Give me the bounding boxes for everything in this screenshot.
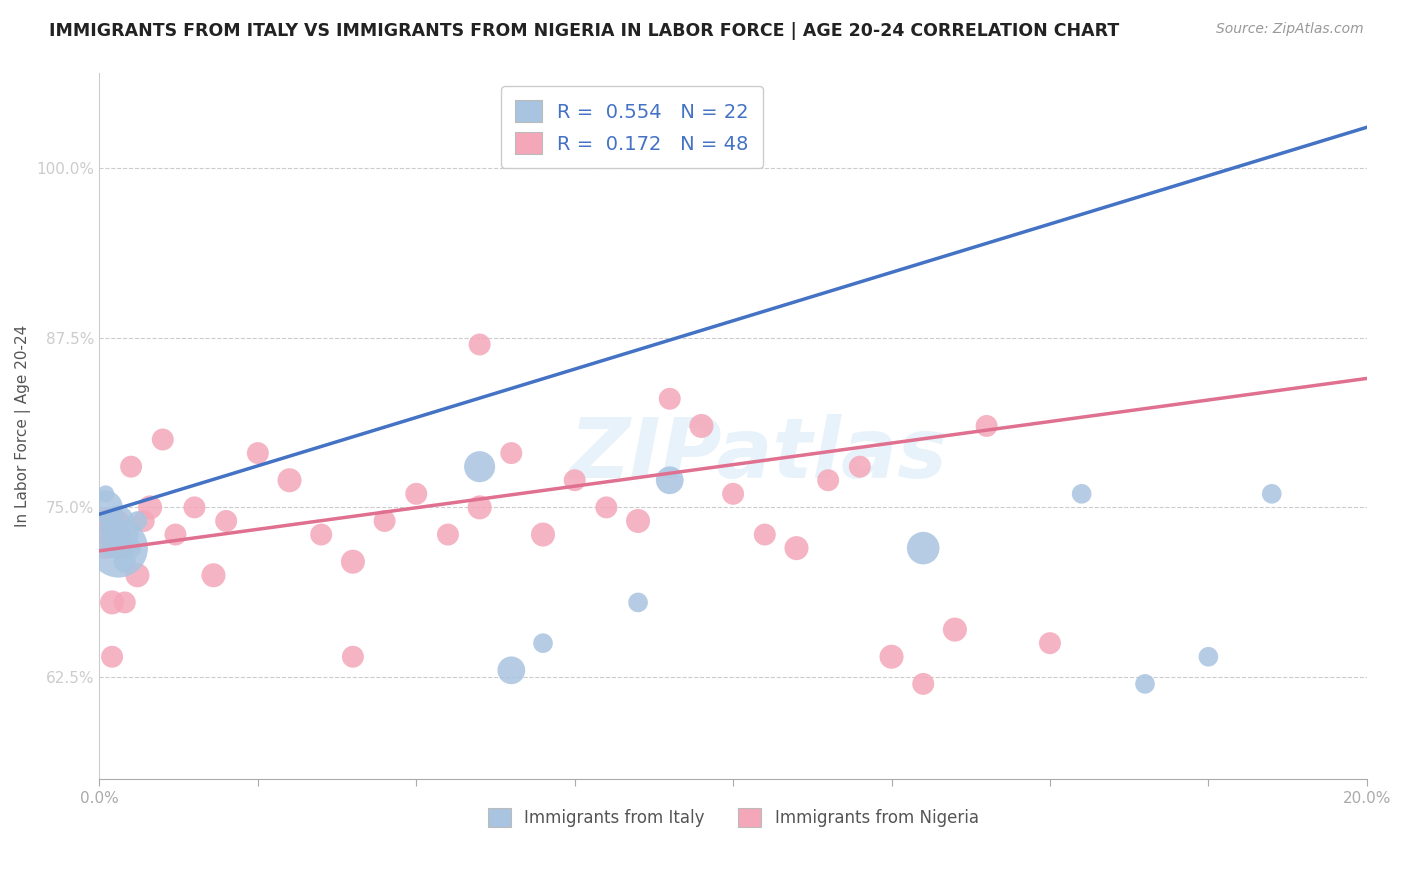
Point [627,595,650,609]
Point [101,541,124,555]
Point [120,541,142,555]
Point [721,487,744,501]
Point [564,473,586,487]
Point [374,514,396,528]
Point [690,419,713,434]
Point [183,500,205,515]
Point [215,514,238,528]
Y-axis label: In Labor Force | Age 20-24: In Labor Force | Age 20-24 [15,325,31,527]
Point [1133,677,1156,691]
Point [165,527,187,541]
Point [468,337,491,351]
Point [531,636,554,650]
Point [658,392,681,406]
Point [405,487,427,501]
Legend: Immigrants from Italy, Immigrants from Nigeria: Immigrants from Italy, Immigrants from N… [481,802,986,834]
Point [120,459,142,474]
Point [912,541,935,555]
Point [114,595,136,609]
Point [1039,636,1062,650]
Point [880,649,903,664]
Point [501,663,523,677]
Point [114,541,136,555]
Point [107,527,129,541]
Point [658,473,681,487]
Point [627,514,650,528]
Point [976,419,998,434]
Point [1070,487,1092,501]
Point [107,527,129,541]
Point [107,541,129,555]
Point [309,527,332,541]
Point [278,473,301,487]
Point [849,459,872,474]
Point [94,541,117,555]
Point [94,500,117,515]
Point [107,541,129,555]
Text: ZIPatlas: ZIPatlas [569,414,948,495]
Point [468,459,491,474]
Point [912,677,935,691]
Point [132,514,155,528]
Point [531,527,554,541]
Point [501,446,523,460]
Point [94,514,117,528]
Point [152,433,174,447]
Point [342,555,364,569]
Point [107,514,129,528]
Text: IMMIGRANTS FROM ITALY VS IMMIGRANTS FROM NIGERIA IN LABOR FORCE | AGE 20-24 CORR: IMMIGRANTS FROM ITALY VS IMMIGRANTS FROM… [49,22,1119,40]
Point [437,527,460,541]
Point [114,555,136,569]
Point [817,473,839,487]
Point [139,500,162,515]
Point [202,568,225,582]
Point [246,446,269,460]
Text: Source: ZipAtlas.com: Source: ZipAtlas.com [1216,22,1364,37]
Point [1261,487,1284,501]
Point [468,500,491,515]
Point [754,527,776,541]
Point [94,487,117,501]
Point [101,649,124,664]
Point [127,514,149,528]
Point [114,527,136,541]
Point [101,514,124,528]
Point [94,527,117,541]
Point [101,595,124,609]
Point [101,527,124,541]
Point [595,500,617,515]
Point [107,514,129,528]
Point [785,541,807,555]
Point [943,623,966,637]
Point [342,649,364,664]
Point [1197,649,1219,664]
Point [127,568,149,582]
Point [101,514,124,528]
